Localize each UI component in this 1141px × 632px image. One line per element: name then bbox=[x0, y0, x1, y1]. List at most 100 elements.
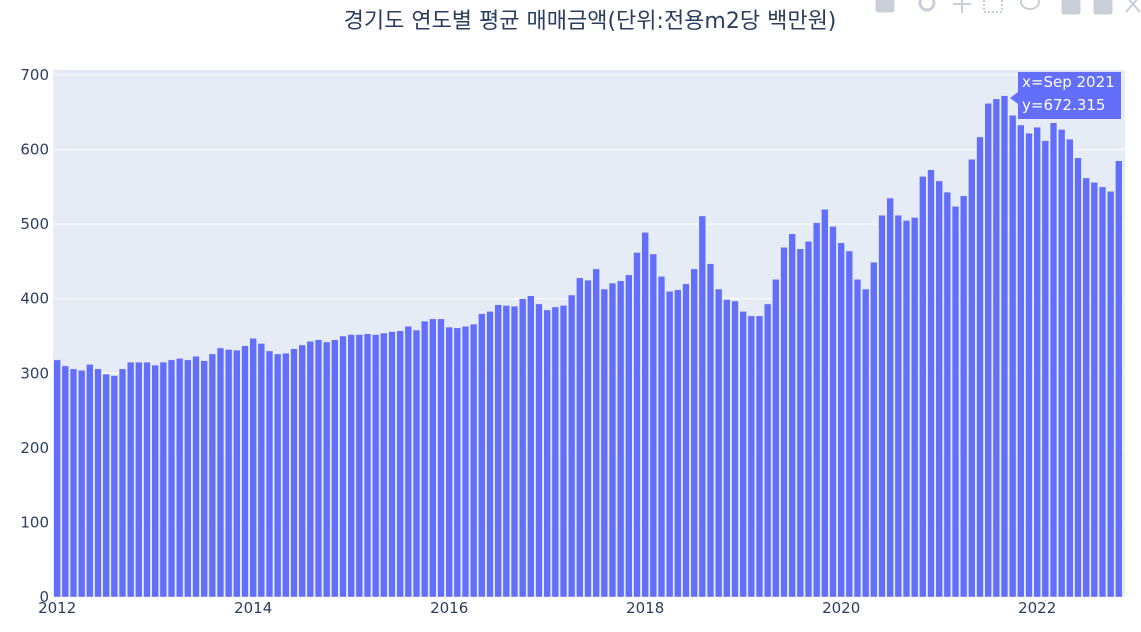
bar bbox=[1106, 191, 1115, 598]
bar bbox=[77, 370, 86, 598]
autoscale-icon[interactable] bbox=[1125, 0, 1141, 13]
bar bbox=[273, 353, 282, 598]
bar bbox=[486, 311, 494, 598]
bar bbox=[902, 220, 911, 598]
select-icon[interactable] bbox=[983, 0, 1003, 13]
zoom-icon[interactable] bbox=[918, 0, 936, 12]
bar bbox=[731, 300, 739, 598]
lasso-icon[interactable] bbox=[1020, 0, 1040, 10]
bar bbox=[429, 318, 437, 598]
bar bbox=[371, 334, 380, 598]
y-tick-label: 200 bbox=[20, 439, 49, 457]
chart-title: 경기도 연도별 평균 매매금액(단위:전용m2당 백만원) bbox=[344, 9, 837, 34]
bar bbox=[1074, 157, 1082, 598]
bar bbox=[322, 341, 331, 598]
x-tick-label: 2018 bbox=[626, 599, 664, 617]
tick-labels: 0 100 200 300 400 500 600 700 2012 2014 2016 2018 20… bbox=[20, 66, 1056, 617]
bar bbox=[690, 268, 698, 598]
x-tick-label: 2012 bbox=[38, 599, 76, 617]
pan-icon[interactable] bbox=[953, 0, 971, 13]
bar bbox=[600, 288, 609, 598]
y-tick-label: 100 bbox=[20, 513, 49, 531]
bar bbox=[175, 358, 184, 598]
bar bbox=[576, 277, 584, 598]
bar bbox=[1082, 177, 1090, 598]
bar bbox=[1098, 186, 1107, 598]
bar bbox=[396, 330, 404, 598]
bar bbox=[812, 222, 821, 598]
bar bbox=[126, 361, 135, 598]
bar bbox=[821, 208, 829, 598]
bar bbox=[543, 309, 551, 598]
zoom-in-icon[interactable] bbox=[1061, 0, 1081, 15]
x-tick-label: 2022 bbox=[1018, 599, 1056, 617]
bar bbox=[788, 233, 796, 598]
bar bbox=[380, 332, 388, 598]
bar bbox=[265, 350, 274, 598]
y-tick-label: 600 bbox=[20, 141, 49, 159]
bar bbox=[535, 303, 543, 598]
bar bbox=[665, 291, 674, 598]
bar bbox=[388, 331, 396, 598]
bar bbox=[559, 305, 568, 598]
bar bbox=[314, 339, 323, 598]
bar bbox=[298, 344, 306, 598]
bar bbox=[363, 333, 372, 598]
bar bbox=[951, 205, 960, 598]
bar bbox=[290, 348, 298, 598]
bar bbox=[927, 169, 935, 598]
bar bbox=[698, 215, 707, 598]
bar bbox=[943, 191, 952, 598]
bar bbox=[331, 339, 339, 598]
bar bbox=[984, 103, 992, 598]
bar bbox=[306, 340, 315, 598]
bar bbox=[502, 305, 511, 598]
bar bbox=[69, 368, 78, 598]
bar bbox=[649, 253, 658, 598]
bar bbox=[469, 323, 478, 598]
bar bbox=[714, 288, 723, 598]
bar bbox=[527, 295, 535, 598]
bar bbox=[910, 217, 919, 598]
bar bbox=[453, 327, 462, 598]
bar bbox=[167, 359, 176, 598]
bar bbox=[1033, 126, 1041, 598]
bar bbox=[510, 305, 519, 598]
bar bbox=[355, 334, 364, 598]
hover-x: x=Sep 2021 bbox=[1022, 73, 1115, 91]
bar bbox=[224, 349, 233, 598]
bar bbox=[567, 294, 576, 598]
bar bbox=[845, 250, 854, 598]
bar bbox=[404, 326, 413, 598]
bar bbox=[208, 353, 217, 598]
bar bbox=[829, 226, 837, 598]
bar bbox=[339, 335, 347, 598]
bar bbox=[861, 288, 870, 598]
bar bbox=[976, 136, 984, 598]
bar bbox=[739, 311, 747, 598]
bar bbox=[584, 279, 592, 598]
bar bbox=[102, 373, 110, 598]
bar bbox=[159, 361, 168, 598]
bar bbox=[959, 195, 968, 598]
bar bbox=[518, 298, 527, 598]
bar bbox=[992, 98, 1001, 598]
bar bbox=[870, 261, 878, 598]
bar bbox=[763, 303, 772, 598]
bar bbox=[633, 252, 641, 598]
modebar bbox=[875, 0, 1141, 15]
camera-icon[interactable] bbox=[875, 0, 895, 13]
x-tick-label: 2014 bbox=[234, 599, 272, 617]
bar bbox=[878, 214, 886, 598]
bar bbox=[551, 306, 560, 598]
bar bbox=[478, 313, 486, 598]
bar bbox=[886, 197, 894, 598]
bar bbox=[461, 326, 470, 598]
bar bbox=[1066, 138, 1074, 598]
bar bbox=[184, 359, 192, 598]
bar bbox=[347, 334, 355, 598]
zoom-out-icon[interactable] bbox=[1093, 0, 1113, 15]
bar bbox=[837, 242, 845, 598]
bar bbox=[233, 349, 241, 598]
